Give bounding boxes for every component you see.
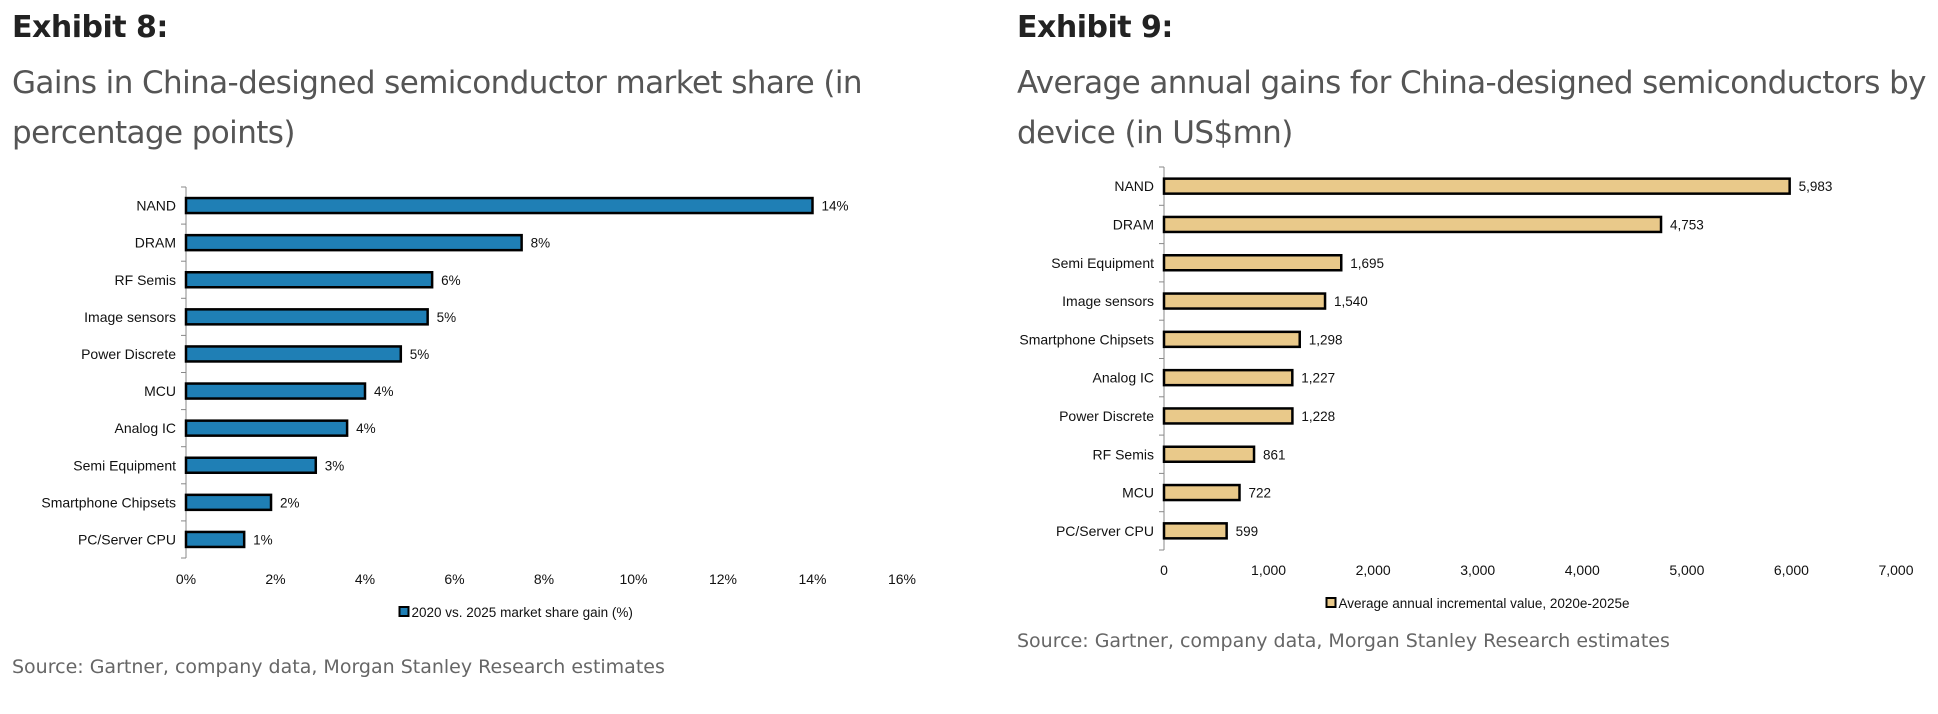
x-tick-label: 0% (176, 571, 196, 587)
category-label: RF Semis (1093, 446, 1154, 462)
x-tick-label: 6,000 (1774, 562, 1809, 578)
data-label: 1,228 (1301, 409, 1335, 424)
legend-label: Average annual incremental value, 2020e-… (1339, 596, 1630, 611)
x-tick-label: 8% (534, 571, 554, 587)
category-label: Smartphone Chipsets (41, 494, 176, 510)
bar (1162, 177, 1791, 195)
data-label: 1% (253, 532, 273, 547)
category-label: PC/Server CPU (1056, 523, 1154, 539)
x-tick-label: 2,000 (1356, 562, 1391, 578)
category-label: NAND (1114, 178, 1154, 194)
bar (1162, 292, 1327, 310)
bar (1162, 522, 1228, 540)
data-label: 599 (1236, 524, 1259, 539)
exhibit-label: Exhibit 9: (1017, 10, 1173, 45)
x-tick-label: 2% (265, 571, 285, 587)
bar (1162, 445, 1256, 463)
bar (184, 345, 403, 363)
data-label: 6% (441, 273, 461, 288)
data-label: 4% (356, 421, 376, 436)
category-label: Power Discrete (1059, 408, 1154, 424)
category-label: Power Discrete (81, 346, 176, 362)
data-label: 1,695 (1350, 256, 1384, 271)
data-label: 722 (1249, 486, 1272, 501)
bar (184, 419, 349, 437)
category-label: Analog IC (115, 420, 176, 436)
category-label: NAND (136, 198, 176, 214)
exhibit-8-panel: Exhibit 8: Gains in China-designed semic… (12, 10, 916, 678)
x-tick-label: 6% (444, 571, 464, 587)
category-label: RF Semis (115, 272, 176, 288)
data-label: 5% (437, 310, 457, 325)
category-label: Semi Equipment (73, 457, 176, 473)
bar (1162, 368, 1294, 387)
data-label: 4,753 (1670, 217, 1704, 232)
x-tick-label: 3,000 (1460, 562, 1495, 578)
x-tick-label: 16% (888, 571, 916, 587)
x-tick-label: 14% (798, 571, 826, 587)
x-tick-label: 4,000 (1565, 562, 1600, 578)
bar (184, 271, 434, 289)
annual-gains-bar-chart: NAND 5,983 DRAM 4,753 Semi Equipment 1,695 Ima… (1019, 166, 1914, 611)
legend-swatch (1325, 597, 1337, 608)
data-label: 4% (374, 384, 394, 399)
market-share-bar-chart: NAND 14% DRAM 8% RF Semis 6% Image sensors 5% Po… (41, 186, 916, 620)
bar (184, 493, 273, 512)
data-label: 14% (822, 199, 849, 214)
exhibit-9-panel: Exhibit 9: Average annual gains for Chin… (1005, 0, 1938, 714)
exhibit-label: Exhibit 8: (12, 10, 168, 45)
bar (184, 382, 367, 400)
source-note: Source: Gartner, company data, Morgan St… (12, 656, 665, 678)
bar (184, 196, 814, 215)
bar (1162, 407, 1294, 425)
data-label: 8% (531, 236, 551, 251)
category-label: Smartphone Chipsets (1019, 331, 1154, 347)
data-label: 1,227 (1301, 371, 1335, 386)
bar (1162, 330, 1301, 349)
x-tick-label: 4% (355, 571, 375, 587)
category-label: DRAM (1113, 216, 1154, 232)
legend-label: 2020 vs. 2025 market share gain (%) (412, 605, 633, 620)
bar (184, 308, 429, 326)
category-label: DRAM (135, 235, 176, 251)
chart-subtitle: Average annual gains for China-designed … (1017, 65, 1927, 151)
bar (184, 530, 246, 549)
x-tick-label: 1,000 (1251, 562, 1286, 578)
category-label: Semi Equipment (1051, 255, 1154, 271)
category-label: MCU (1122, 485, 1154, 501)
bar (1162, 254, 1343, 272)
x-tick-label: 10% (619, 571, 647, 587)
x-tick-label: 0 (1160, 562, 1168, 578)
data-label: 1,298 (1309, 332, 1343, 347)
data-label: 5,983 (1799, 179, 1833, 194)
bar (1162, 215, 1663, 234)
bar (1162, 483, 1241, 502)
bar (184, 233, 523, 252)
category-label: Analog IC (1093, 370, 1154, 386)
bar (184, 456, 318, 474)
x-tick-label: 7,000 (1878, 562, 1913, 578)
category-label: Image sensors (84, 309, 176, 325)
data-label: 2% (280, 495, 300, 510)
x-tick-label: 5,000 (1669, 562, 1704, 578)
category-label: Image sensors (1062, 293, 1154, 309)
data-label: 5% (410, 347, 430, 362)
data-label: 861 (1263, 447, 1286, 462)
legend-swatch (398, 606, 410, 617)
source-note: Source: Gartner, company data, Morgan St… (1017, 630, 1670, 652)
category-label: MCU (144, 383, 176, 399)
data-label: 3% (325, 458, 345, 473)
data-label: 1,540 (1334, 294, 1368, 309)
chart-subtitle: Gains in China-designed semiconductor ma… (12, 65, 863, 151)
x-tick-label: 12% (709, 571, 737, 587)
category-label: PC/Server CPU (78, 531, 176, 547)
